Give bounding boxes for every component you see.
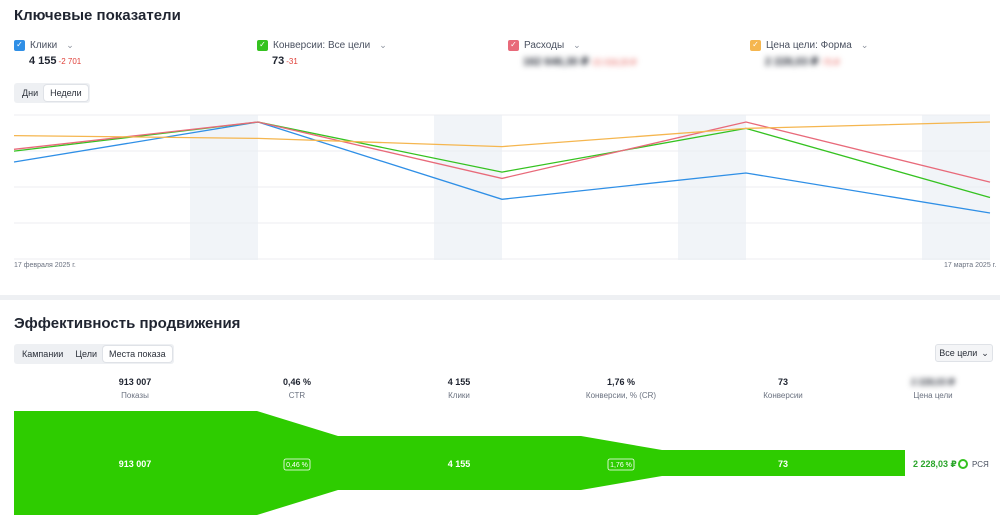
metrics-line-chart[interactable] [0,100,1000,262]
metric-delta: -31 [286,57,298,66]
stat-value: 1,76 % [606,377,636,387]
stat-value: 0,46 % [282,377,312,387]
metric-delta: -2 701 [58,57,82,66]
series-line [13,121,991,214]
stat-label: Конверсии [763,391,803,400]
series-line [13,121,991,148]
period-days-button[interactable]: Дни [22,88,39,98]
tab-placements[interactable]: Места показа [103,346,172,362]
legend-label: РСЯ [972,459,989,469]
funnel-ctr-badge [283,458,311,471]
stat-goal-price: 2 228,03 ₽ Цена цели [868,377,998,400]
metric-delta: -21 016,20 ₽ [590,58,637,67]
stat-label: Конверсии, % (CR) [585,391,657,400]
goal-filter-label: Все цели [939,348,978,358]
metric-clicks[interactable]: ✓ Клики ⌄ 4 155 -2 701 [14,38,81,69]
tab-campaigns[interactable]: Кампании [22,349,64,359]
x-axis-end-label: 17 марта 2025 г. [944,262,997,269]
section-divider [0,295,1000,300]
metric-conversions[interactable]: ✓ Конверсии: Все цели ⌄ 73 -31 [257,38,387,69]
legend-ring-icon [958,459,968,469]
period-toggle: Дни Недели [14,83,90,103]
checkbox-checked-icon[interactable]: ✓ [508,39,519,51]
funnel-ctr-label: 0,46 % [286,462,308,469]
metric-label: Цена цели: Форма [766,39,852,51]
series-line [13,121,991,183]
goal-filter-dropdown[interactable]: Все цели ⌄ [935,344,993,362]
checkbox-checked-icon[interactable]: ✓ [257,39,268,51]
metric-goal-price[interactable]: ✓ Цена цели: Форма ⌄ 2 228,03 ₽ -75 ₽ [750,38,868,69]
stat-value: 73 [777,377,788,387]
metric-value: 4 155 [29,55,57,67]
metric-spend[interactable]: ✓ Расходы ⌄ 162 646,30 ₽ -21 016,20 ₽ [508,38,636,69]
metric-label: Конверсии: Все цели [273,39,371,51]
funnel-cr-badge [607,458,635,471]
promotion-title: Эффективность продвижения [14,315,241,332]
metric-delta: -75 ₽ [820,58,840,67]
metric-value: 2 228,03 ₽ [765,56,819,68]
stat-value: 2 228,03 ₽ [911,377,955,387]
funnel-conversions-label: 73 [778,459,788,469]
funnel-goal-price: 2 228,03 ₽ [913,459,957,469]
tab-goals[interactable]: Цели [75,349,97,359]
period-weeks-button[interactable]: Недели [44,85,88,101]
stat-conversions: 73 Конверсии [718,377,848,400]
stat-cr: 1,76 % Конверсии, % (CR) [556,377,686,400]
chevron-down-icon: ⌄ [981,347,989,358]
chevron-down-icon[interactable]: ⌄ [573,39,581,50]
metric-label: Расходы [524,39,565,51]
stat-impressions: 913 007 Показы [70,377,200,400]
chevron-down-icon[interactable]: ⌄ [379,39,387,50]
stat-ctr: 0,46 % CTR [232,377,362,400]
funnel-transition-cr [581,436,662,490]
checkbox-checked-icon[interactable]: ✓ [14,39,25,51]
metric-value: 73 [272,55,285,67]
metric-value: 162 646,30 ₽ [523,56,589,68]
funnel-bar-impressions [14,411,257,515]
stat-label: CTR [288,391,306,400]
funnel-cr-label: 1,76 % [610,462,632,469]
x-axis-start-label: 17 февраля 2025 г. [14,262,76,269]
stat-value: 4 155 [447,377,471,387]
metric-label: Клики [30,39,58,51]
funnel-bar-conversions [662,450,905,476]
stat-clicks: 4 155 Клики [394,377,524,400]
funnel-transition-ctr [257,411,338,515]
promotion-funnel[interactable]: 913 007 0,46 % 4 155 1,76 % 73 [0,405,910,521]
funnel-clicks-label: 4 155 [448,459,471,469]
chevron-down-icon[interactable]: ⌄ [860,39,869,50]
stat-value: 913 007 [118,377,152,387]
stat-label: Показы [121,391,149,400]
funnel-bar-clicks [338,436,581,490]
stat-label: Клики [448,391,470,400]
promotion-tabs: Кампании Цели Места показа [14,344,174,364]
chevron-down-icon[interactable]: ⌄ [66,39,74,50]
checkbox-checked-icon[interactable]: ✓ [750,39,761,51]
placement-legend[interactable]: РСЯ [958,459,989,469]
key-metrics-title: Ключевые показатели [14,7,181,24]
stat-label: Цена цели [913,391,953,400]
funnel-impressions-label: 913 007 [119,459,152,469]
